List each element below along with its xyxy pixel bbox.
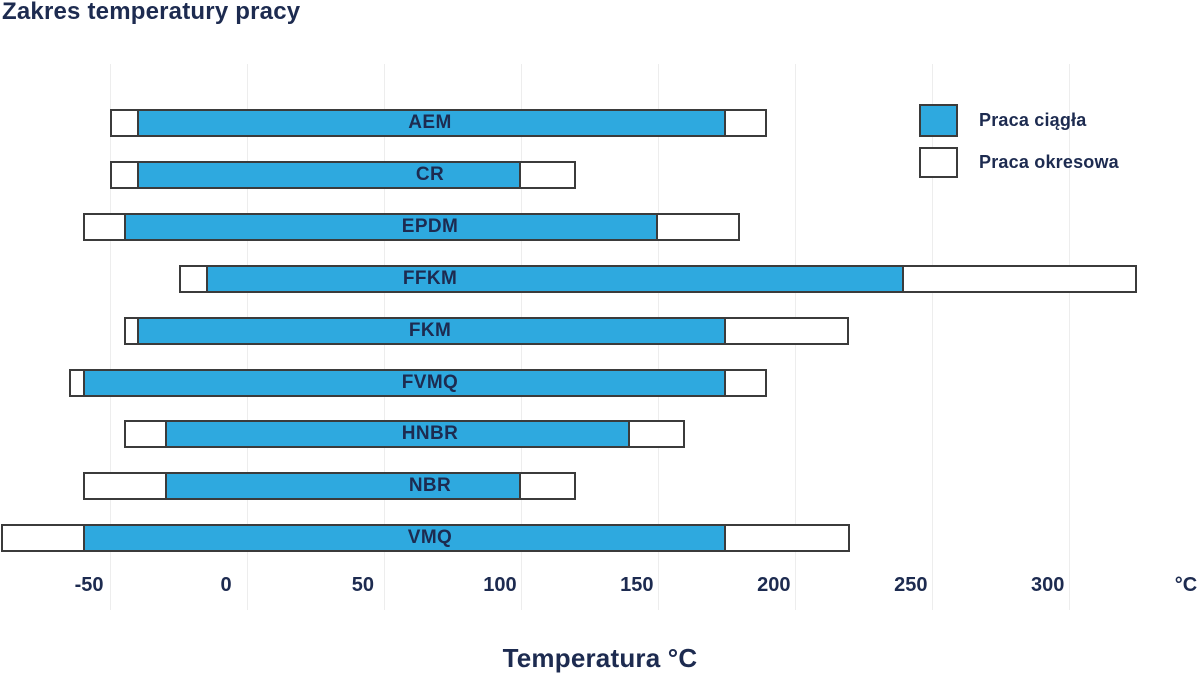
gridline--50 — [110, 64, 112, 610]
bar-label-AEM: AEM — [408, 112, 452, 133]
bar-label-CR: CR — [415, 163, 445, 185]
bar-continuous-VMQ — [82, 524, 727, 553]
bar-continuous-FFKM — [205, 264, 905, 293]
bar-label-NBR: NBR — [408, 475, 452, 497]
bar-label-FFKM: FFKM — [402, 267, 458, 289]
bar-label-VMQ: VMQ — [407, 527, 453, 549]
tick-label-300: 300 — [1031, 574, 1065, 596]
legend-label-continuous: Praca ciągła — [979, 110, 1087, 130]
gridline-250 — [931, 64, 933, 610]
bar-continuous-EPDM — [123, 212, 658, 241]
bar-continuous-CR — [137, 160, 521, 189]
bar-label-FKM: FKM — [408, 319, 452, 341]
gridline-300 — [1068, 64, 1070, 610]
tick-label-250: 250 — [894, 574, 928, 596]
bar-continuous-HNBR — [164, 420, 631, 449]
bar-label-FVMQ: FVMQ — [401, 371, 459, 393]
tick-label-100: 100 — [483, 574, 517, 596]
chart-title: Zakres temperatury pracy — [2, 0, 301, 25]
legend-swatch-intermittent — [919, 147, 958, 178]
bar-label-EPDM: EPDM — [401, 215, 459, 237]
tick-label-150: 150 — [620, 574, 654, 596]
bar-label-HNBR: HNBR — [401, 423, 459, 445]
bar-continuous-AEM — [137, 109, 727, 137]
tick-label-200: 200 — [757, 574, 791, 596]
tick-label--50: -50 — [74, 574, 104, 596]
legend-swatch-continuous — [919, 104, 958, 137]
axis-unit-label: °C — [1174, 574, 1198, 596]
bar-continuous-NBR — [164, 472, 521, 501]
tick-label-50: 50 — [351, 574, 375, 596]
legend-label-intermittent: Praca okresowa — [979, 152, 1119, 172]
bar-continuous-FKM — [137, 316, 727, 345]
axis-title: Temperatura °C — [502, 643, 698, 673]
bar-continuous-FVMQ — [82, 368, 727, 397]
tick-label-0: 0 — [220, 574, 232, 596]
